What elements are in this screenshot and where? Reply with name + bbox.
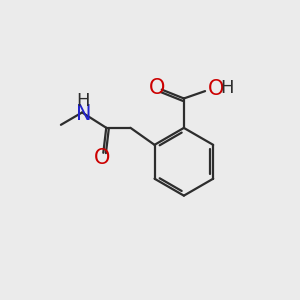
Text: N: N: [76, 103, 91, 124]
Text: O: O: [94, 148, 110, 168]
Text: H: H: [76, 92, 90, 110]
Text: H: H: [220, 79, 234, 97]
Text: O: O: [149, 78, 166, 98]
Text: O: O: [207, 79, 224, 99]
